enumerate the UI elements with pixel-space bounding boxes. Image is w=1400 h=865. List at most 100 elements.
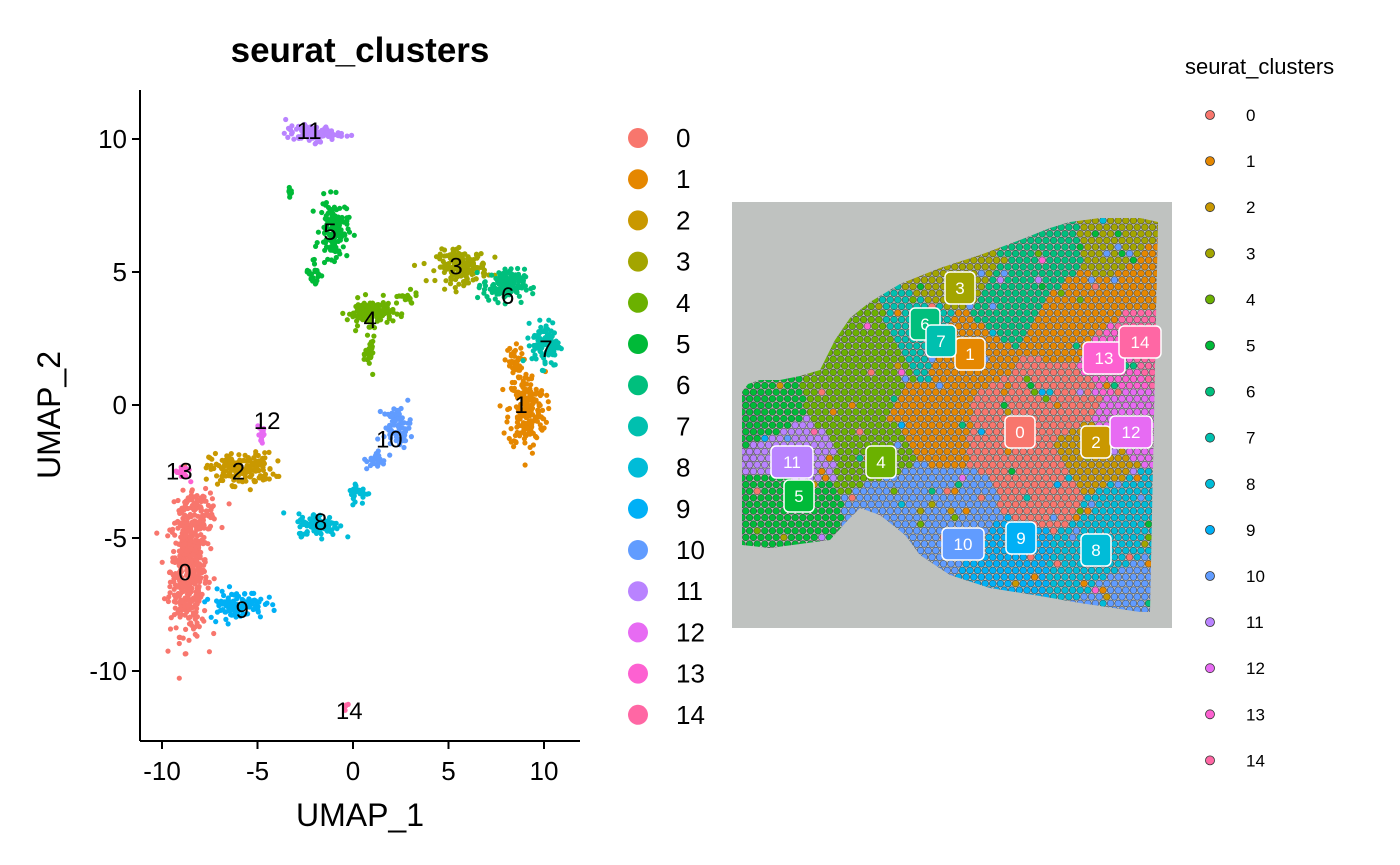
spatial-spot-cluster-3 bbox=[1080, 249, 1088, 258]
spatial-spot-cluster-1 bbox=[913, 408, 921, 416]
umap-point-cluster-0 bbox=[176, 508, 182, 514]
spatial-spot-cluster-4 bbox=[856, 375, 864, 383]
spatial-spot-cluster-1 bbox=[985, 348, 993, 357]
spatial-spot-cluster-1 bbox=[1099, 322, 1107, 330]
spatial-spot-cluster-3 bbox=[1084, 243, 1092, 251]
umap-point-cluster-0 bbox=[187, 512, 193, 519]
spatial-spot-cluster-4 bbox=[844, 434, 853, 443]
spatial-spot-cluster-10 bbox=[1110, 276, 1119, 284]
spatial-spot-cluster-0 bbox=[1046, 414, 1054, 423]
umap-point-cluster-7 bbox=[543, 327, 550, 333]
umap-point-cluster-3 bbox=[467, 267, 473, 273]
spatial-spot-cluster-8 bbox=[1125, 513, 1134, 522]
spatial-spot-cluster-6 bbox=[1061, 243, 1069, 251]
spatial-spot-cluster-1 bbox=[947, 375, 955, 383]
spatial-spot-cluster-0 bbox=[1080, 395, 1088, 403]
spatial-spot-cluster-0 bbox=[996, 447, 1005, 456]
spatial-spot-cluster-4 bbox=[825, 414, 834, 423]
umap-point-cluster-0 bbox=[171, 499, 177, 505]
spatial-spot-cluster-0 bbox=[1019, 474, 1027, 482]
umap-point-cluster-0 bbox=[172, 605, 178, 611]
spatial-spot-cluster-1 bbox=[1061, 309, 1069, 317]
spatial-spot-cluster-7 bbox=[894, 322, 902, 330]
umap-point-cluster-9 bbox=[238, 613, 244, 619]
spatial-spot-cluster-0 bbox=[1042, 487, 1050, 495]
spatial-spot-cluster-8 bbox=[1129, 507, 1138, 515]
spatial-spot-cluster-10 bbox=[901, 494, 910, 502]
spatial-spot-cluster-10 bbox=[882, 487, 891, 495]
spatial-spot-cluster-4 bbox=[909, 454, 917, 462]
spatial-spot-cluster-1 bbox=[1148, 276, 1157, 284]
spatial-spot-cluster-9 bbox=[761, 434, 769, 443]
umap-point-cluster-1 bbox=[513, 439, 519, 445]
spatial-spot-cluster-0 bbox=[992, 414, 1001, 423]
spatial-spot-cluster-4 bbox=[1042, 395, 1050, 403]
spatial-spot-cluster-5 bbox=[749, 533, 758, 542]
spatial-spot-cluster-5 bbox=[753, 395, 761, 403]
spatial-spot-cluster-4 bbox=[875, 395, 883, 403]
spatial-spot-cluster-0 bbox=[1038, 520, 1046, 528]
spatial-spot-cluster-0 bbox=[1019, 447, 1027, 456]
umap-point-cluster-4 bbox=[356, 315, 362, 321]
spatial-spot-cluster-6 bbox=[973, 302, 982, 311]
spatial-spot-cluster-1 bbox=[962, 401, 970, 410]
spatial-spot-cluster-6 bbox=[1053, 282, 1062, 291]
umap-point-cluster-11 bbox=[285, 134, 291, 140]
spatial-spot-cluster-3 bbox=[1076, 230, 1084, 238]
spatial-spot-cluster-14 bbox=[1133, 315, 1141, 324]
spatial-spot-cluster-4 bbox=[833, 467, 841, 476]
spatial-spot-cluster-7 bbox=[920, 368, 929, 377]
spatial-spot-cluster-1 bbox=[1065, 315, 1073, 324]
spatial-spot-cluster-1 bbox=[939, 401, 948, 410]
umap-point-cluster-0 bbox=[207, 490, 213, 496]
spatial-spot-cluster-6 bbox=[1027, 263, 1035, 271]
spatial-spot-cluster-6 bbox=[1015, 335, 1024, 344]
spatial-spot-cluster-1 bbox=[1084, 282, 1092, 291]
spatial-spot-cluster-6 bbox=[973, 315, 982, 324]
spatial-spot-cluster-7 bbox=[882, 302, 891, 311]
spatial-spot-cluster-4 bbox=[837, 474, 845, 482]
spatial-spot-cluster-10 bbox=[1114, 243, 1122, 251]
umap-point-cluster-3 bbox=[463, 273, 469, 279]
spatial-spot-cluster-6 bbox=[1065, 223, 1073, 231]
spatial-spot-cluster-4 bbox=[878, 322, 887, 330]
spatial-spot-cluster-4 bbox=[878, 401, 887, 410]
spatial-spot-cluster-0 bbox=[1034, 447, 1043, 456]
umap-legend-label-8: 8 bbox=[676, 453, 690, 483]
umap-point-cluster-0 bbox=[194, 633, 200, 639]
spatial-spot-cluster-5 bbox=[783, 381, 792, 390]
umap-point-cluster-1 bbox=[514, 424, 520, 430]
umap-point-cluster-5 bbox=[330, 211, 336, 217]
spatial-spot-cluster-3 bbox=[932, 269, 940, 278]
spatial-spot-cluster-10 bbox=[856, 494, 864, 502]
spatial-spot-cluster-5 bbox=[745, 434, 754, 443]
spatial-spot-cluster-4 bbox=[852, 474, 860, 482]
spatial-spot-cluster-8 bbox=[1103, 500, 1111, 509]
spatial-spot-cluster-8 bbox=[1080, 500, 1088, 509]
spatial-spot-cluster-6 bbox=[1072, 236, 1081, 245]
spatial-spot-cluster-3 bbox=[1122, 256, 1130, 264]
spatial-spot-cluster-0 bbox=[1023, 480, 1031, 489]
spatial-spot-cluster-1 bbox=[992, 335, 1001, 344]
spatial-spot-cluster-0 bbox=[1023, 388, 1031, 396]
spatial-spot-cluster-10 bbox=[962, 480, 970, 489]
spatial-spot-cluster-0 bbox=[1027, 474, 1035, 482]
spatial-spot-cluster-0 bbox=[1072, 381, 1081, 390]
spatial-spot-cluster-0 bbox=[973, 408, 982, 416]
spatial-spot-cluster-11 bbox=[818, 428, 826, 436]
spatial-spot-cluster-4 bbox=[878, 388, 887, 396]
spatial-spot-cluster-6 bbox=[996, 315, 1005, 324]
umap-point-cluster-5 bbox=[313, 243, 319, 249]
spatial-spot-cluster-5 bbox=[764, 388, 773, 396]
spatial-spot-cluster-12 bbox=[1118, 395, 1126, 403]
spatial-spot-cluster-1 bbox=[996, 368, 1005, 377]
spatial-spot-cluster-0 bbox=[1034, 474, 1043, 482]
spatial-spot-cluster-0 bbox=[1057, 408, 1065, 416]
spatial-spot-cluster-11 bbox=[821, 447, 830, 456]
spatial-spot-cluster-0 bbox=[1049, 381, 1058, 390]
spatial-spot-cluster-6 bbox=[1038, 296, 1046, 304]
umap-point-cluster-3 bbox=[443, 266, 449, 272]
spatial-spot-cluster-6 bbox=[1004, 249, 1012, 258]
spatial-spot-cluster-0 bbox=[1011, 461, 1020, 469]
spatial-spot-cluster-11 bbox=[814, 474, 822, 482]
